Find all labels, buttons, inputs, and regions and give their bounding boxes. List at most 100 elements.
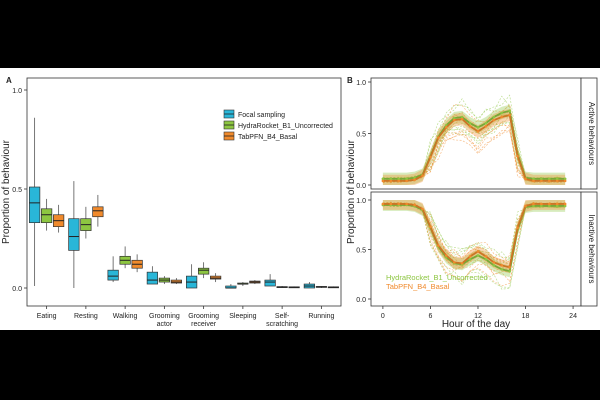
line-point-HydraRocket_B1_Uncorrected [500, 268, 504, 271]
panel-a-category-label: actor [157, 321, 173, 328]
line-point-HydraRocket_B1_Uncorrected [548, 177, 551, 181]
line-point-TabPFN_B4_Basal [540, 202, 543, 206]
line-ribbon-HydraRocket_B1_Uncorrected [382, 104, 566, 185]
line-point-TabPFN_B4_Basal [492, 118, 496, 122]
panel-a-ytick-label: 0.0 [12, 286, 22, 293]
line-point-TabPFN_B4_Basal [397, 179, 401, 183]
line-point-HydraRocket_B1_Uncorrected [508, 269, 511, 273]
line-point-TabPFN_B4_Basal [397, 202, 401, 206]
line-point-TabPFN_B4_Basal [429, 225, 432, 229]
line-replicate-TabPFN_B4_Basal [382, 201, 566, 263]
line-point-TabPFN_B4_Basal [389, 202, 393, 206]
panel-a-frame [26, 77, 342, 307]
box-TabPFN_B4_Basal-4 [210, 273, 222, 283]
line-point-HydraRocket_B1_Uncorrected [484, 258, 488, 261]
line-point-TabPFN_B4_Basal [548, 202, 551, 206]
box-TabPFN_B4_Basal-2 [131, 254, 143, 273]
line-point-TabPFN_B4_Basal [532, 202, 535, 206]
line-mean-TabPFN_B4_Basal [382, 203, 566, 269]
panel-a-category-label: Resting [74, 313, 98, 320]
line-mean-HydraRocket_B1_Uncorrected [382, 204, 566, 273]
panel-a-category-label: scratching [266, 321, 298, 328]
legend-a-label: HydraRocket_B1_Uncorrected [238, 123, 333, 130]
line-point-TabPFN_B4_Basal [532, 179, 535, 183]
line-point-HydraRocket_B1_Uncorrected [492, 264, 496, 267]
panel-b-ytick-label: 1.0 [356, 198, 366, 205]
line-replicate-HydraRocket_B1_Uncorrected [382, 115, 566, 182]
line-point-TabPFN_B4_Basal [437, 244, 440, 247]
legend-a-label: TabPFN_B4_Basal [238, 134, 298, 141]
line-point-TabPFN_B4_Basal [389, 179, 393, 183]
figure: A 0.0 0.5 1.0 Proportion of behaviour Eating R… [0, 68, 600, 330]
line-point-HydraRocket_B1_Uncorrected [563, 204, 567, 208]
line-point-HydraRocket_B1_Uncorrected [476, 254, 480, 257]
line-point-TabPFN_B4_Basal [548, 179, 551, 183]
line-point-HydraRocket_B1_Uncorrected [548, 204, 551, 208]
line-point-TabPFN_B4_Basal [500, 115, 504, 119]
panel-b-strip [580, 191, 598, 307]
line-replicate-TabPFN_B4_Basal [382, 121, 566, 183]
box-TabPFN_B4_Basal-1 [92, 194, 104, 227]
line-ribbon-HydraRocket_B1_Uncorrected [382, 200, 566, 278]
legend-b-label: HydraRocket_B1_Uncorrected [386, 273, 488, 282]
line-point-HydraRocket_B1_Uncorrected [492, 115, 496, 119]
panel-a-ylabel: Proportion of behaviour [1, 139, 12, 244]
box-Focal sampling-1 [68, 181, 80, 288]
line-point-HydraRocket_B1_Uncorrected [476, 126, 480, 129]
line-point-TabPFN_B4_Basal [516, 226, 519, 230]
panel-a-category-label: Sleeping [229, 313, 256, 320]
line-point-TabPFN_B4_Basal [555, 179, 559, 183]
line-point-HydraRocket_B1_Uncorrected [389, 177, 393, 181]
panel-b-facet-label: Active behaviours [587, 102, 596, 165]
line-ribbon-TabPFN_B4_Basal [382, 108, 566, 185]
panel-b-facet-label: Inactive behaviours [587, 215, 596, 284]
line-point-TabPFN_B4_Basal [484, 124, 488, 128]
panel-a-category-label: Grooming [188, 313, 219, 320]
line-point-TabPFN_B4_Basal [516, 154, 519, 158]
box-HydraRocket_B1_Uncorrected-0 [41, 198, 53, 231]
box-body [264, 279, 276, 287]
line-point-TabPFN_B4_Basal [540, 179, 543, 183]
box-Focal sampling-3 [146, 266, 158, 285]
panel-b-xlabel: Hour of the day [442, 319, 510, 330]
panel-a-ytick-label: 1.0 [12, 88, 22, 95]
line-replicate-HydraRocket_B1_Uncorrected [382, 95, 566, 182]
panel-b-xtick-label: 6 [428, 313, 432, 320]
legend-a-label: Focal sampling [238, 112, 285, 119]
line-point-HydraRocket_B1_Uncorrected [484, 121, 488, 125]
box-Focal sampling-5 [225, 284, 237, 289]
line-ribbon-TabPFN_B4_Basal [382, 200, 566, 274]
panel-b-letter: B [347, 76, 353, 85]
panel-b-xtick-label: 24 [569, 313, 577, 320]
line-point-TabPFN_B4_Basal [381, 202, 385, 206]
line-point-TabPFN_B4_Basal [492, 261, 496, 264]
line-point-TabPFN_B4_Basal [563, 179, 567, 183]
line-point-TabPFN_B4_Basal [555, 202, 559, 206]
panel-a-category-label: Running [308, 313, 334, 320]
panel-b-ytick-label: 0.0 [356, 297, 366, 304]
line-mean-HydraRocket_B1_Uncorrected [382, 109, 566, 180]
box-TabPFN_B4_Basal-0 [53, 204, 65, 233]
box-HydraRocket_B1_Uncorrected-3 [158, 276, 170, 285]
panel-a-category-label: receiver [191, 321, 217, 328]
line-point-TabPFN_B4_Basal [421, 207, 424, 211]
panel-b-ytick-label: 0.0 [356, 183, 366, 190]
panel-b-ylabel: Proportion of behaviour [346, 139, 357, 244]
panel-a-letter: A [6, 76, 12, 85]
box-TabPFN_B4_Basal-5 [249, 280, 261, 285]
line-point-TabPFN_B4_Basal [500, 264, 504, 267]
box-HydraRocket_B1_Uncorrected-6 [276, 286, 288, 288]
panel-b-xtick-label: 12 [474, 313, 482, 320]
box-TabPFN_B4_Basal-6 [288, 286, 300, 289]
line-point-HydraRocket_B1_Uncorrected [532, 204, 535, 208]
line-point-TabPFN_B4_Basal [508, 266, 511, 269]
line-point-TabPFN_B4_Basal [468, 124, 472, 128]
line-point-TabPFN_B4_Basal [524, 177, 527, 181]
box-body [29, 186, 41, 224]
panel-b-ytick-label: 0.5 [356, 248, 366, 255]
box-Focal sampling-7 [303, 282, 315, 289]
line-point-TabPFN_B4_Basal [524, 204, 527, 208]
box-body [68, 218, 80, 251]
panel-b-strip [580, 77, 598, 190]
